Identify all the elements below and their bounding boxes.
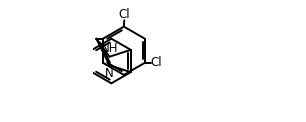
Text: Cl: Cl — [118, 8, 130, 21]
Text: N: N — [105, 67, 114, 80]
Text: NH: NH — [101, 42, 119, 55]
Text: Cl: Cl — [150, 56, 162, 69]
